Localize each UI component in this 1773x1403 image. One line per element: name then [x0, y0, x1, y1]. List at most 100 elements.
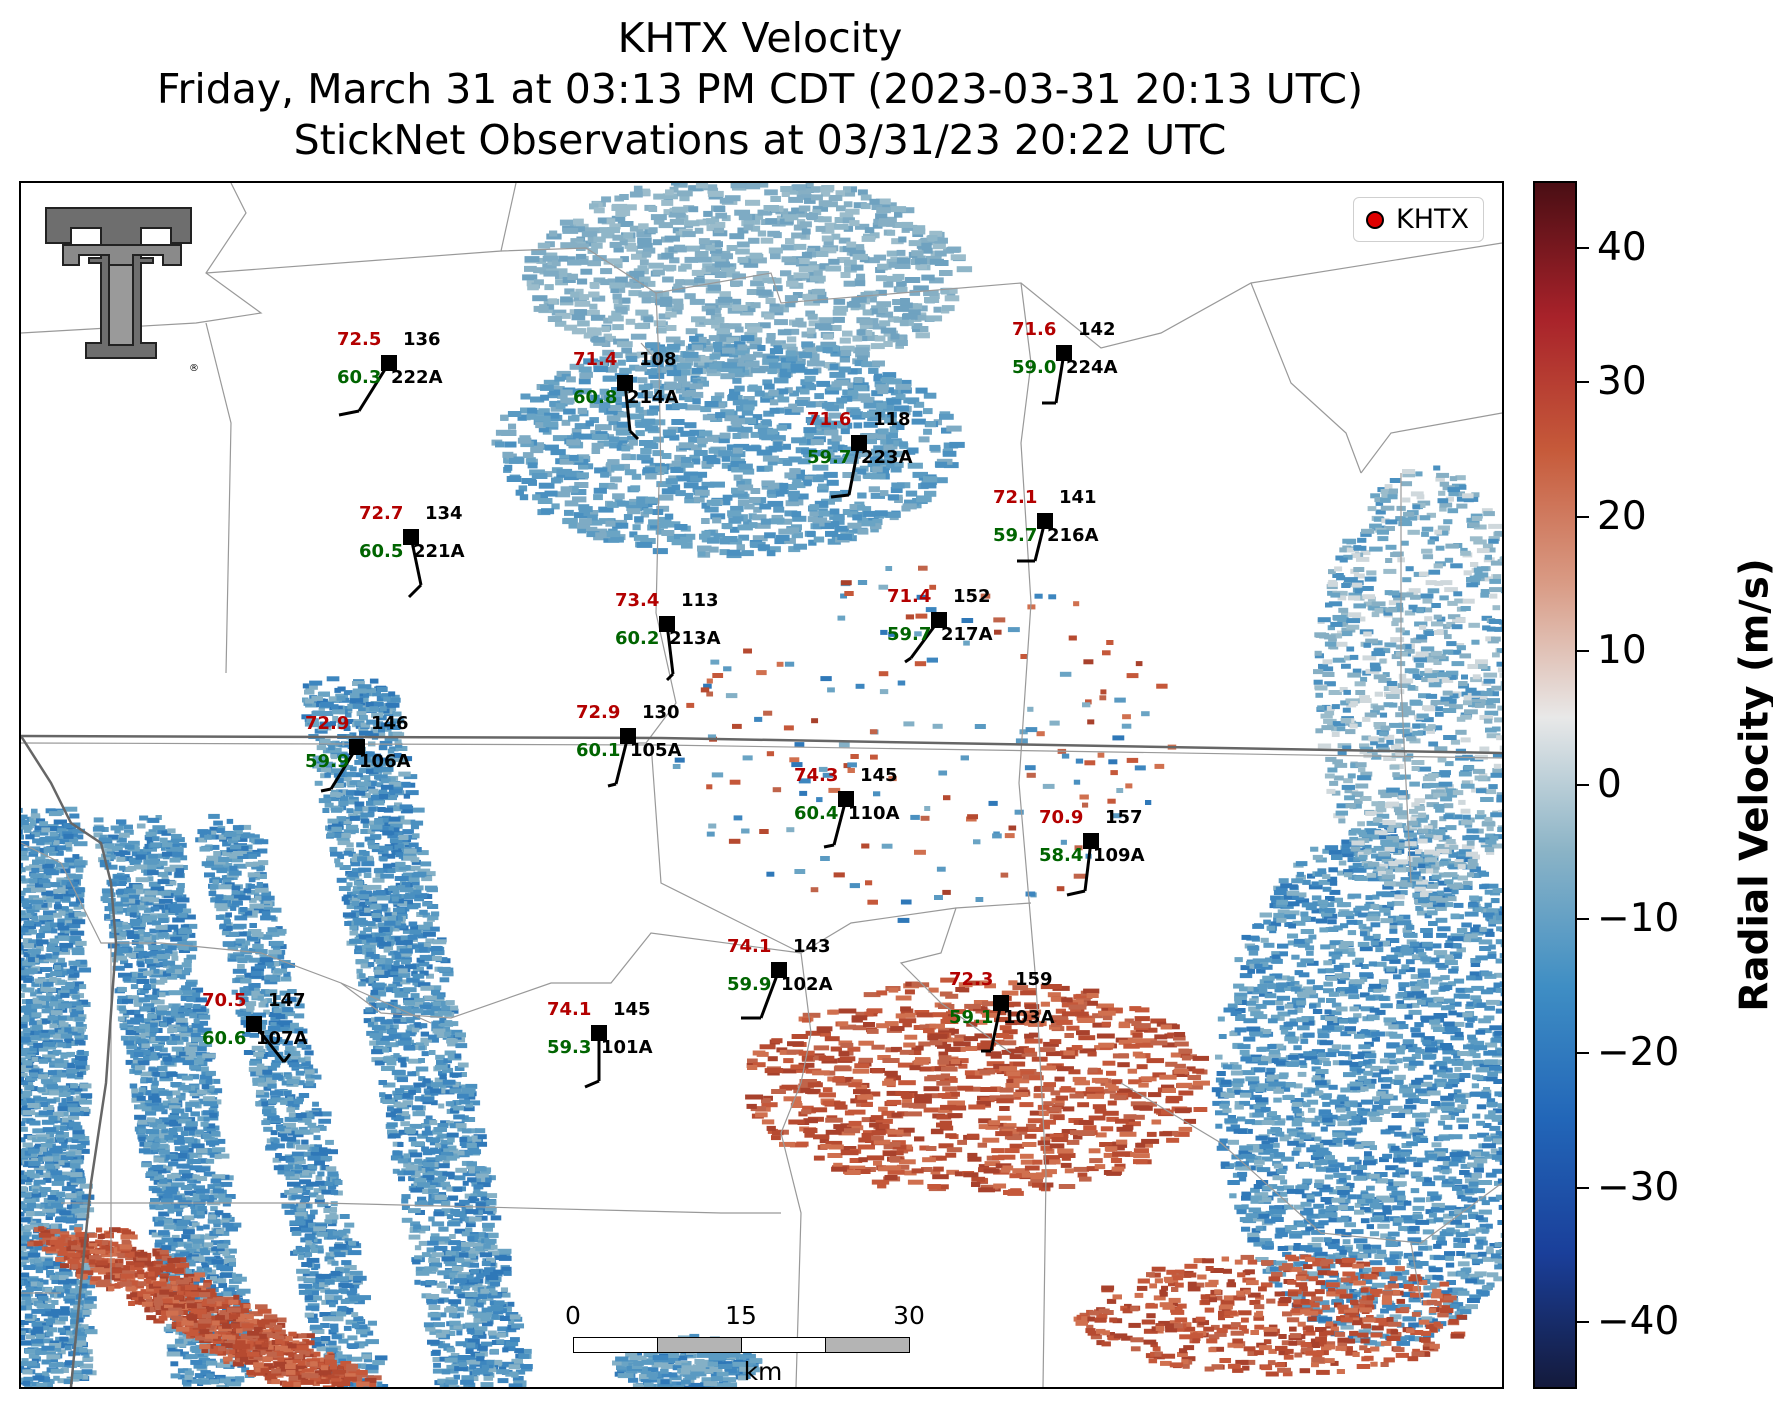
colorbar-tick — [1577, 247, 1589, 250]
station-temperature: 72.9 — [305, 713, 350, 734]
station-marker — [349, 739, 365, 755]
station-dewpoint: 58.4 — [1039, 845, 1084, 866]
wind-barb-flag — [407, 583, 423, 599]
station-pressure: 134 — [425, 503, 463, 524]
station-temperature: 72.1 — [993, 487, 1038, 508]
wind-barb-staff — [409, 536, 423, 586]
colorbar-tick — [1577, 918, 1589, 921]
map-subtitle-time: Friday, March 31 at 03:13 PM CDT (2023-0… — [156, 65, 1364, 113]
station-dewpoint: 60.5 — [359, 541, 404, 562]
station-dewpoint: 59.3 — [547, 1037, 592, 1058]
station-id: 221A — [413, 541, 465, 562]
wind-barb-staff — [847, 442, 861, 496]
station-id: 217A — [941, 624, 993, 645]
station-marker — [993, 995, 1009, 1011]
wind-barb-staff — [989, 1002, 1003, 1052]
station-pressure: 145 — [613, 999, 651, 1020]
scale-label-30: 30 — [893, 1301, 925, 1330]
station-id: 102A — [781, 974, 833, 995]
radar-map[interactable]: ® KHTX 72.5 136 60.3 222A 71.4 108 60.8 214A 71.… — [19, 181, 1504, 1389]
wind-barb-staff — [614, 735, 630, 785]
station-temperature: 72.5 — [337, 329, 382, 350]
station-dewpoint: 60.2 — [615, 628, 660, 649]
station-pressure: 159 — [1015, 969, 1053, 990]
station-pressure: 113 — [681, 590, 719, 611]
station-dewpoint: 60.3 — [337, 367, 382, 388]
station-marker — [591, 1025, 607, 1041]
colorbar-tick-label: 10 — [1597, 627, 1647, 673]
wind-barb-flag — [830, 493, 850, 499]
station-dewpoint: 59.7 — [807, 447, 852, 468]
wind-barb-staff — [623, 382, 632, 432]
station-id: 101A — [601, 1037, 653, 1058]
map-canvas — [21, 183, 1502, 1387]
station-pressure: 157 — [1105, 807, 1143, 828]
station-temperature: 70.5 — [202, 990, 247, 1011]
station-marker — [1083, 833, 1099, 849]
station-pressure: 146 — [371, 713, 409, 734]
station-id: 213A — [669, 628, 721, 649]
station-pressure: 145 — [860, 765, 898, 786]
colorbar-tick — [1577, 1052, 1589, 1055]
scale-bar: 0 15 30 km — [565, 1301, 925, 1387]
radar-echoes — [21, 183, 1502, 1387]
colorbar-tick-label: −10 — [1597, 896, 1680, 942]
station-marker — [851, 435, 867, 451]
colorbar-tick-label: 0 — [1597, 762, 1622, 807]
station-id: 222A — [391, 367, 443, 388]
station-temperature: 74.3 — [794, 765, 839, 786]
station-pressure: 141 — [1059, 487, 1097, 508]
station-temperature: 72.3 — [949, 969, 994, 990]
colorbar-tick — [1577, 784, 1589, 786]
wind-barb-staff — [357, 362, 391, 412]
station-dewpoint: 59.7 — [993, 525, 1038, 546]
station-dewpoint: 60.6 — [202, 1028, 247, 1049]
wind-barb-flag — [823, 843, 835, 849]
station-marker — [838, 791, 854, 807]
station-marker — [403, 529, 419, 545]
scale-label-0: 0 — [565, 1301, 581, 1330]
station-temperature: 73.4 — [615, 590, 660, 611]
station-dewpoint: 59.9 — [727, 974, 772, 995]
radar-site-marker-icon — [1366, 210, 1384, 229]
map-subtitle-obs: StickNet Observations at 03/31/23 20:22 … — [293, 116, 1227, 164]
station-id: 224A — [1066, 357, 1118, 378]
scale-segment — [741, 1337, 826, 1353]
station-id: 105A — [630, 740, 682, 761]
wind-barb-flag — [282, 1053, 292, 1063]
wind-barb-flag — [628, 429, 640, 441]
wind-barb-flag — [320, 787, 332, 793]
colorbar-tick-label: 20 — [1597, 493, 1647, 539]
station-temperature: 72.7 — [359, 503, 404, 524]
colorbar-tick-label: −20 — [1597, 1030, 1680, 1076]
map-legend: KHTX — [1353, 197, 1484, 242]
colorbar-tick — [1577, 1320, 1589, 1323]
station-id: 216A — [1047, 525, 1099, 546]
colorbar-title: Radial Velocity (m/s) — [1732, 558, 1773, 1012]
wind-barb-flag — [665, 672, 675, 682]
wind-barb-flag — [607, 782, 617, 788]
colorbar-tick-label: 40 — [1597, 225, 1647, 271]
wind-barb-staff — [1083, 840, 1093, 892]
scale-segment — [573, 1337, 658, 1353]
station-id: 110A — [848, 803, 900, 824]
county-borders — [21, 183, 1502, 1387]
station-pressure: 147 — [268, 990, 306, 1011]
station-dewpoint: 60.8 — [573, 387, 618, 408]
station-id: 103A — [1003, 1007, 1055, 1028]
station-marker — [1037, 513, 1053, 529]
station-pressure: 143 — [793, 936, 831, 957]
station-id: 223A — [861, 447, 913, 468]
station-marker — [771, 962, 787, 978]
station-marker — [931, 612, 947, 628]
wind-barb-staff — [1054, 352, 1066, 404]
wind-barb-staff — [665, 623, 675, 675]
station-pressure: 118 — [873, 409, 911, 430]
station-marker — [617, 375, 633, 391]
station-dewpoint: 60.1 — [576, 740, 621, 761]
colorbar-tick — [1577, 1186, 1589, 1189]
station-temperature: 71.6 — [1012, 319, 1057, 340]
scale-segment — [825, 1337, 910, 1353]
wind-barb-flag — [584, 1079, 600, 1089]
station-pressure: 130 — [642, 702, 680, 723]
